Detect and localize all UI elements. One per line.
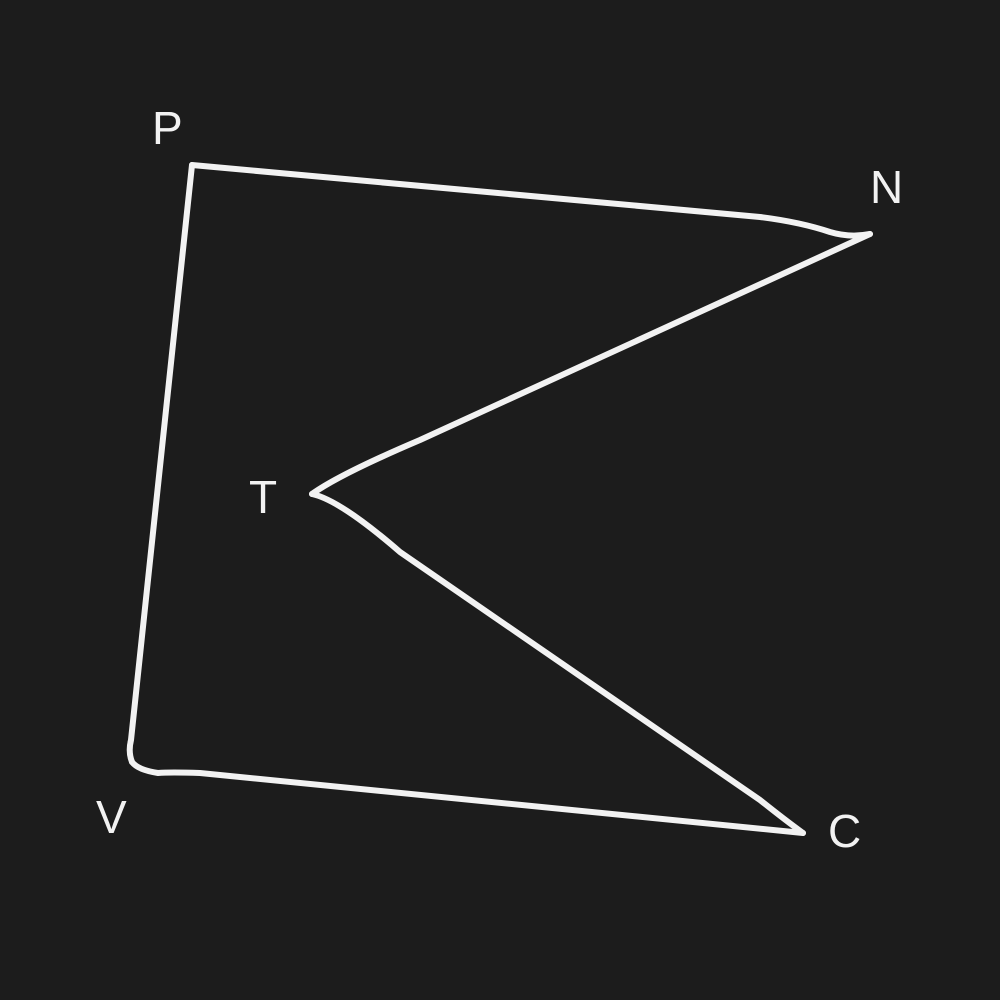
vertex-label-t: T [249,471,277,523]
edge-p-n [189,162,873,239]
vertex-label-p: P [152,102,183,154]
vertex-label-v: V [96,791,127,843]
edge-c-v [129,759,806,836]
vertex-label-n: N [870,161,903,213]
edge-n-t [309,231,873,497]
vertex-label-c: C [828,805,861,857]
edge-v-p [126,162,195,765]
edge-t-c [309,491,806,836]
